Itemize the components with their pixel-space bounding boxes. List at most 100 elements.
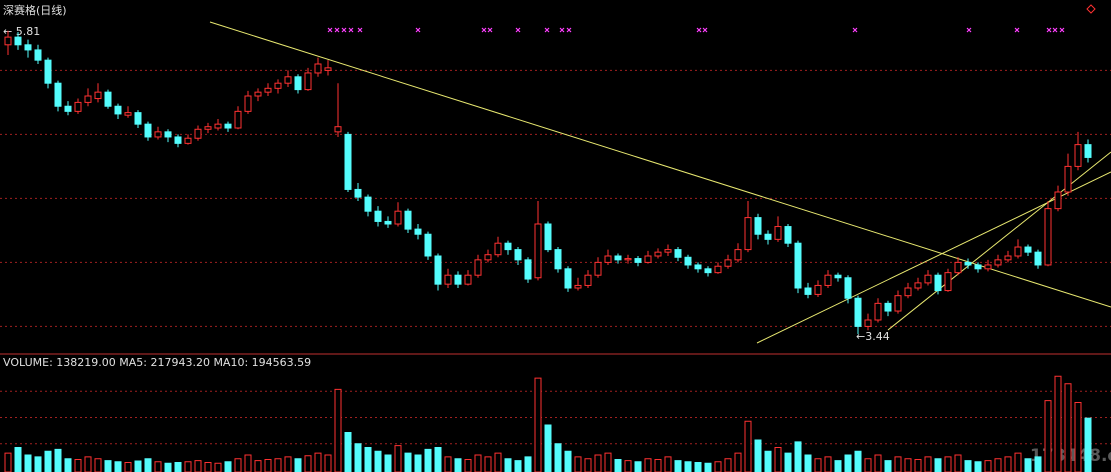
signal-marker bbox=[487, 27, 493, 33]
candle-body bbox=[534, 223, 542, 279]
candle-body bbox=[94, 91, 102, 100]
candle-body bbox=[864, 319, 872, 327]
volume-bar bbox=[934, 458, 942, 472]
corner-icon bbox=[1086, 4, 1096, 14]
volume-bar bbox=[884, 460, 892, 472]
volume-bar bbox=[814, 458, 822, 472]
candle-body bbox=[644, 255, 652, 263]
candle-body bbox=[544, 223, 552, 251]
volume-bar bbox=[954, 454, 962, 472]
signal-marker bbox=[544, 27, 550, 33]
signal-marker bbox=[966, 27, 972, 33]
signal-marker bbox=[702, 27, 708, 33]
volume-bar bbox=[874, 454, 882, 472]
volume-bar bbox=[1064, 383, 1072, 472]
volume-bar bbox=[724, 458, 732, 472]
candle-body bbox=[514, 249, 522, 261]
candle-body bbox=[624, 258, 632, 261]
candle-body bbox=[134, 112, 142, 125]
volume-bar bbox=[684, 461, 692, 472]
volume-bar bbox=[644, 458, 652, 472]
volume-bar bbox=[84, 456, 92, 472]
volume-bar bbox=[124, 462, 132, 472]
candle-body bbox=[74, 101, 82, 112]
candle-body bbox=[14, 36, 22, 46]
volume-bar bbox=[94, 458, 102, 472]
volume-bar bbox=[894, 456, 902, 472]
candle-body bbox=[724, 259, 732, 267]
volume-bar bbox=[444, 456, 452, 472]
candle-body bbox=[884, 302, 892, 312]
candle-body bbox=[1084, 144, 1092, 158]
volume-bar bbox=[854, 450, 862, 472]
volume-bar bbox=[224, 461, 232, 472]
signal-marker bbox=[341, 27, 347, 33]
candle-body bbox=[974, 264, 982, 270]
candle-body bbox=[414, 228, 422, 235]
candle-body bbox=[1044, 208, 1052, 266]
volume-bar bbox=[974, 461, 982, 472]
candle-body bbox=[64, 105, 72, 112]
volume-bar bbox=[614, 459, 622, 472]
volume-bar bbox=[384, 454, 392, 472]
candle-body bbox=[244, 95, 252, 112]
candle-body bbox=[764, 233, 772, 240]
candle-body bbox=[54, 82, 62, 107]
candle-body bbox=[24, 44, 32, 51]
volume-bar bbox=[914, 459, 922, 472]
volume-bar bbox=[804, 454, 812, 472]
candle-body bbox=[294, 76, 302, 91]
volume-bar bbox=[604, 452, 612, 472]
volume-bar bbox=[324, 454, 332, 472]
volume-bar bbox=[294, 458, 302, 472]
trend-line bbox=[756, 171, 1111, 344]
volume-bar bbox=[774, 447, 782, 472]
candle-body bbox=[554, 249, 562, 270]
candle-body bbox=[124, 112, 132, 116]
volume-bar bbox=[144, 458, 152, 472]
candle-body bbox=[874, 302, 882, 321]
volume-bar bbox=[14, 447, 22, 472]
candle-body bbox=[704, 268, 712, 274]
volume-bar bbox=[594, 454, 602, 472]
candle-body bbox=[754, 217, 762, 235]
volume-bar bbox=[404, 452, 412, 472]
volume-bar bbox=[634, 461, 642, 472]
volume-bar bbox=[654, 459, 662, 472]
volume-bar bbox=[34, 456, 42, 472]
volume-bar bbox=[134, 460, 142, 472]
candle-body bbox=[144, 123, 152, 138]
candle-body bbox=[834, 274, 842, 279]
volume-bar bbox=[64, 458, 72, 472]
candle-body bbox=[944, 272, 952, 292]
candle-body bbox=[464, 274, 472, 285]
volume-bar bbox=[204, 462, 212, 472]
volume-bar bbox=[44, 450, 52, 472]
trend-line bbox=[209, 21, 1111, 308]
chart-title: 深赛格(日线) bbox=[3, 3, 67, 17]
volume-bar bbox=[544, 424, 552, 472]
volume-bar bbox=[564, 450, 572, 472]
candle-body bbox=[34, 49, 42, 61]
volume-bar bbox=[254, 460, 262, 472]
volume-bar bbox=[744, 420, 752, 472]
candle-body bbox=[1064, 165, 1072, 193]
candle-body bbox=[4, 36, 12, 46]
candle-body bbox=[824, 274, 832, 286]
candle-body bbox=[904, 287, 912, 297]
candle-body bbox=[234, 110, 242, 129]
volume-bar bbox=[374, 450, 382, 472]
candle-body bbox=[1024, 246, 1032, 253]
candle-body bbox=[964, 261, 972, 266]
candle-body bbox=[774, 226, 782, 240]
candle-body bbox=[474, 259, 482, 276]
volume-bar bbox=[244, 454, 252, 472]
volume-bar bbox=[944, 456, 952, 472]
candle-body bbox=[894, 295, 902, 312]
volume-bar bbox=[474, 454, 482, 472]
volume-bar bbox=[104, 460, 112, 472]
candle-body bbox=[914, 282, 922, 289]
candle-body bbox=[374, 210, 382, 222]
candle-body bbox=[504, 242, 512, 251]
